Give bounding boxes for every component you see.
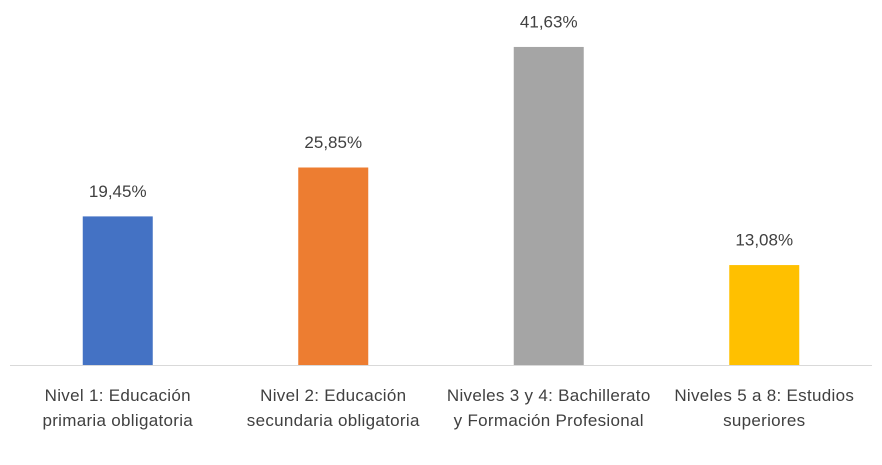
bar [298,167,369,365]
bar [729,265,800,365]
data-label: 13,08% [735,231,793,250]
bar [513,46,584,365]
data-label: 41,63% [520,12,578,31]
data-label: 25,85% [304,133,362,152]
x-tick-label: Nivel 1: Educación primaria obligatoria [42,386,194,430]
x-tick-label: Nivel 2: Educación secundaria obligatori… [246,386,420,430]
x-tick-label: Niveles 5 a 8: Estudios superiores [674,386,855,430]
x-tick-label: Niveles 3 y 4: Bachillerato y Formación … [446,386,651,430]
data-label: 19,45% [89,182,147,201]
bar [82,216,153,365]
